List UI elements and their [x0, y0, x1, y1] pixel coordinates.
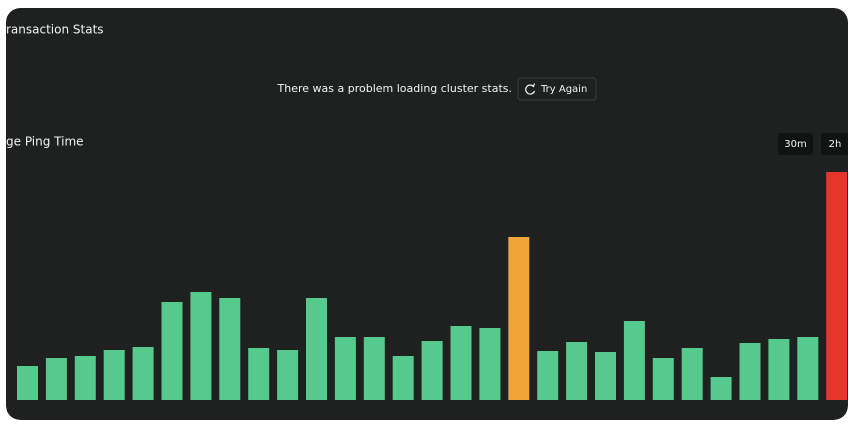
bar [277, 350, 299, 400]
bar [306, 298, 327, 400]
bar [334, 337, 356, 400]
bar [710, 377, 732, 400]
retry-label[interactable]: Try Again [540, 84, 587, 95]
bar [479, 328, 501, 400]
panel-group: ransaction Stats There was a problem loa… [6, 8, 849, 420]
bar [797, 337, 819, 400]
bar [768, 339, 790, 400]
bar [392, 356, 414, 400]
bar [363, 337, 385, 400]
bar [652, 358, 674, 400]
bar [103, 350, 125, 400]
bar [190, 292, 212, 400]
section-title: ransaction Stats [6, 23, 104, 37]
bar [826, 172, 848, 400]
bar [248, 348, 270, 400]
range-button[interactable] [778, 133, 813, 155]
bar [17, 366, 38, 400]
bar [45, 358, 67, 400]
bar [623, 321, 645, 400]
bar [508, 237, 530, 400]
bar [450, 326, 472, 400]
range-label[interactable]: 30m [784, 139, 806, 150]
bars [17, 172, 848, 400]
bar [421, 341, 443, 400]
bar [681, 348, 703, 400]
range-button[interactable] [821, 133, 849, 155]
bar [566, 342, 588, 400]
bar [132, 347, 154, 400]
range-label[interactable]: 2h [829, 139, 842, 150]
bar [537, 351, 559, 400]
bar [219, 298, 241, 400]
panel [6, 8, 848, 420]
chart-title: ge Ping Time [6, 135, 84, 149]
retry-button[interactable] [517, 77, 597, 101]
bar [739, 343, 761, 400]
bar [595, 352, 616, 400]
error-message: There was a problem loading cluster stat… [277, 82, 512, 95]
refresh-icon [525, 83, 536, 95]
bar [161, 302, 183, 400]
bar [74, 356, 96, 400]
